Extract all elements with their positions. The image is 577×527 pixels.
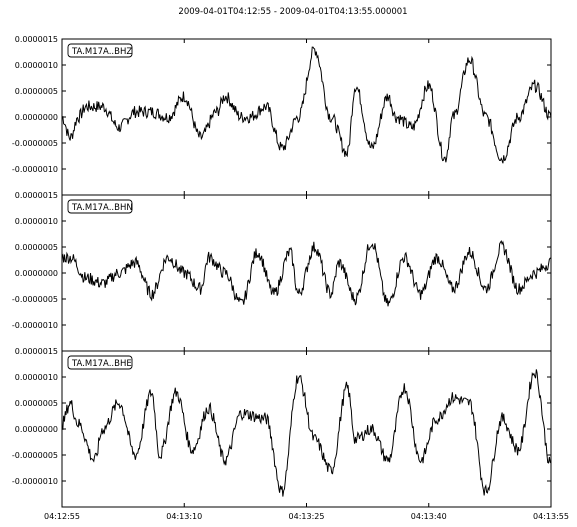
y-tick-label: -0.0000010 — [12, 321, 58, 330]
y-tick-label: 0.0000010 — [15, 217, 58, 226]
y-tick-label: 0.0000010 — [15, 373, 58, 382]
y-tick-label: -0.0000010 — [12, 165, 58, 174]
y-tick-label: -0.0000005 — [12, 139, 58, 148]
waveform-3 — [62, 369, 551, 496]
waveform-2 — [62, 241, 551, 306]
trace-label: TA.M17A..BHN — [71, 203, 133, 213]
panel-2: 0.0000015 0.0000010 0.0000005 0.0000000 -0.0… — [12, 191, 551, 351]
y-tick-label: 0.0000005 — [15, 243, 58, 252]
y-tick-label: -0.0000005 — [12, 295, 58, 304]
trace-label: TA.M17A..BHE — [71, 359, 132, 369]
y-tick-label: 0.0000005 — [15, 399, 58, 408]
waveform-1 — [62, 47, 551, 163]
panel-3: 0.0000015 0.0000010 0.0000005 0.0000000 -0.0… — [12, 347, 551, 507]
y-tick-label: 0.0000000 — [15, 113, 58, 122]
y-tick-label: 0.0000015 — [15, 35, 58, 44]
x-tick-label: 04:13:10 — [166, 512, 202, 521]
panel-frame — [62, 351, 551, 507]
x-tick-label: 04:13:40 — [411, 512, 447, 521]
x-tick-label: 04:13:25 — [289, 512, 325, 521]
y-tick-label: 0.0000010 — [15, 61, 58, 70]
panel-1: 0.0000015 0.0000010 0.0000005 0.0000000 -0.0… — [12, 35, 551, 195]
y-tick-label: 0.0000005 — [15, 87, 58, 96]
x-tick-label: 04:13:55 — [533, 512, 569, 521]
y-tick-label: 0.0000000 — [15, 425, 58, 434]
y-tick-label: 0.0000015 — [15, 347, 58, 356]
x-tick-label: 04:12:55 — [44, 512, 80, 521]
chart-title: 2009-04-01T04:12:55 - 2009-04-01T04:13:5… — [178, 7, 407, 17]
y-tick-label: -0.0000010 — [12, 477, 58, 486]
y-tick-label: -0.0000005 — [12, 451, 58, 460]
y-tick-label: 0.0000015 — [15, 191, 58, 200]
trace-label: TA.M17A..BHZ — [71, 47, 132, 57]
y-tick-label: 0.0000000 — [15, 269, 58, 278]
